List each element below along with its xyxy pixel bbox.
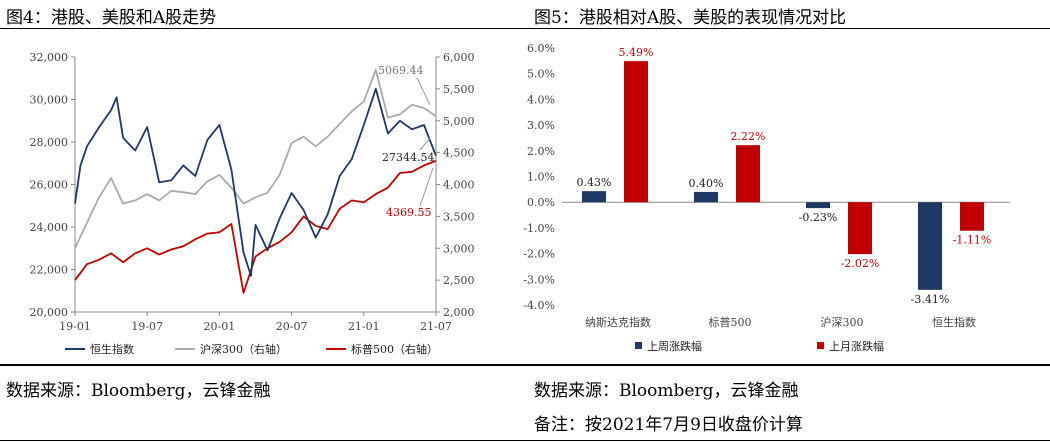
y-tick-label: 3.0% <box>527 119 555 132</box>
category-label: 纳斯达克指数 <box>585 315 651 329</box>
legend-swatch-1 <box>817 342 824 349</box>
left-y-tick-label: 20,000 <box>30 306 69 319</box>
series-line-2 <box>74 160 437 294</box>
y-tick-label: 1.0% <box>527 171 555 184</box>
bar-value-label: 0.43% <box>577 176 612 189</box>
right-y-tick-label: 6,000 <box>443 51 475 64</box>
bar-0-1 <box>694 191 718 203</box>
y-tick-label: 4.0% <box>527 93 555 106</box>
bar-value-label: -0.23% <box>799 211 838 224</box>
right-y-tick-label: 2,000 <box>443 306 475 319</box>
right-y-tick-label: 4,500 <box>443 147 475 160</box>
bar-value-label: -3.41% <box>911 293 950 306</box>
bar-0-3 <box>918 202 942 290</box>
left-y-tick-label: 30,000 <box>30 94 69 107</box>
y-tick-label: 5.0% <box>527 68 555 81</box>
bar-chart: -4.0% -3.0% -2.0% -1.0% 0.0% 1.0% 2.0% 3.0% 4.0%… <box>523 42 1010 353</box>
y-tick-label: 2.0% <box>527 145 555 158</box>
line-chart: 20,000 22,000 24,000 26,000 28,000 30,000 32,0… <box>30 51 475 356</box>
legend-label-0: 恒生指数 <box>90 342 134 356</box>
footer-divider <box>0 364 1050 366</box>
right-y-tick-label: 4,000 <box>443 179 475 192</box>
bar-1-3 <box>960 202 984 231</box>
annotation-spx-last-leader <box>419 167 434 207</box>
title-divider <box>0 28 1050 29</box>
bar-1-1 <box>736 145 760 203</box>
bar-value-label: -1.11% <box>953 234 992 247</box>
category-label: 标普500 <box>709 315 752 329</box>
x-tick-label: 20-01 <box>204 320 236 333</box>
bar-value-label: -2.02% <box>841 257 880 270</box>
y-tick-label: -4.0% <box>523 299 555 312</box>
annotation-hsi-last: 27344.54 <box>382 151 435 164</box>
left-chart-title: 图4：港股、美股和A股走势 <box>6 8 217 28</box>
right-y-tick-label: 3,500 <box>443 210 475 223</box>
left-y-tick-label: 32,000 <box>30 51 69 64</box>
x-tick-label: 21-07 <box>420 320 452 333</box>
annotation-hs300-last: 5069.44 <box>378 64 424 77</box>
category-label: 沪深300 <box>821 315 864 329</box>
x-tick-label: 20-07 <box>276 320 308 333</box>
annotation-spx-last: 4369.55 <box>386 206 432 219</box>
right-source: 数据来源：Bloomberg，云锋金融 <box>534 381 799 401</box>
right-y-tick-label: 3,000 <box>443 242 475 255</box>
y-tick-label: 6.0% <box>527 42 555 55</box>
left-y-tick-label: 22,000 <box>30 264 69 277</box>
y-tick-label: -1.0% <box>523 222 555 235</box>
series-line-0 <box>74 88 437 277</box>
x-tick-label: 19-07 <box>131 320 163 333</box>
bar-0-2 <box>806 202 830 209</box>
left-y-tick-label: 26,000 <box>30 179 69 192</box>
bar-1-2 <box>848 202 872 255</box>
left-y-tick-label: 24,000 <box>30 221 69 234</box>
legend-label-2: 标普500（右轴） <box>351 342 438 356</box>
legend-label-0: 上周涨跌幅 <box>647 339 702 353</box>
left-y-tick-label: 28,000 <box>30 136 69 149</box>
right-note: 备注：按2021年7月9日收盘价计算 <box>534 415 803 435</box>
bar-value-label: 5.49% <box>619 46 654 59</box>
right-chart-title: 图5：港股相对A股、美股的表现情况对比 <box>534 8 847 28</box>
bar-1-0 <box>624 61 648 203</box>
annotation-hs300-last-leader <box>416 77 431 106</box>
annotation-hsi-last-leader <box>419 137 431 151</box>
bar-0-0 <box>582 191 606 203</box>
bar-value-label: 2.22% <box>731 130 766 143</box>
right-y-tick-label: 5,500 <box>443 83 475 96</box>
legend-label-1: 上月涨跌幅 <box>829 339 884 353</box>
y-tick-label: -3.0% <box>523 273 555 286</box>
category-label: 恒生指数 <box>932 315 976 329</box>
right-y-tick-label: 5,000 <box>443 115 475 128</box>
left-source: 数据来源：Bloomberg，云锋金融 <box>6 381 271 401</box>
x-tick-label: 21-01 <box>348 320 380 333</box>
x-tick-label: 19-01 <box>59 320 91 333</box>
series-line-1 <box>74 68 437 249</box>
y-tick-label: 0.0% <box>527 196 555 209</box>
bar-value-label: 0.40% <box>689 177 724 190</box>
legend-swatch-0 <box>635 342 642 349</box>
bottom-divider <box>0 440 1050 441</box>
legend-label-1: 沪深300（右轴） <box>200 342 287 356</box>
right-y-tick-label: 2,500 <box>443 274 475 287</box>
y-tick-label: -2.0% <box>523 248 555 261</box>
